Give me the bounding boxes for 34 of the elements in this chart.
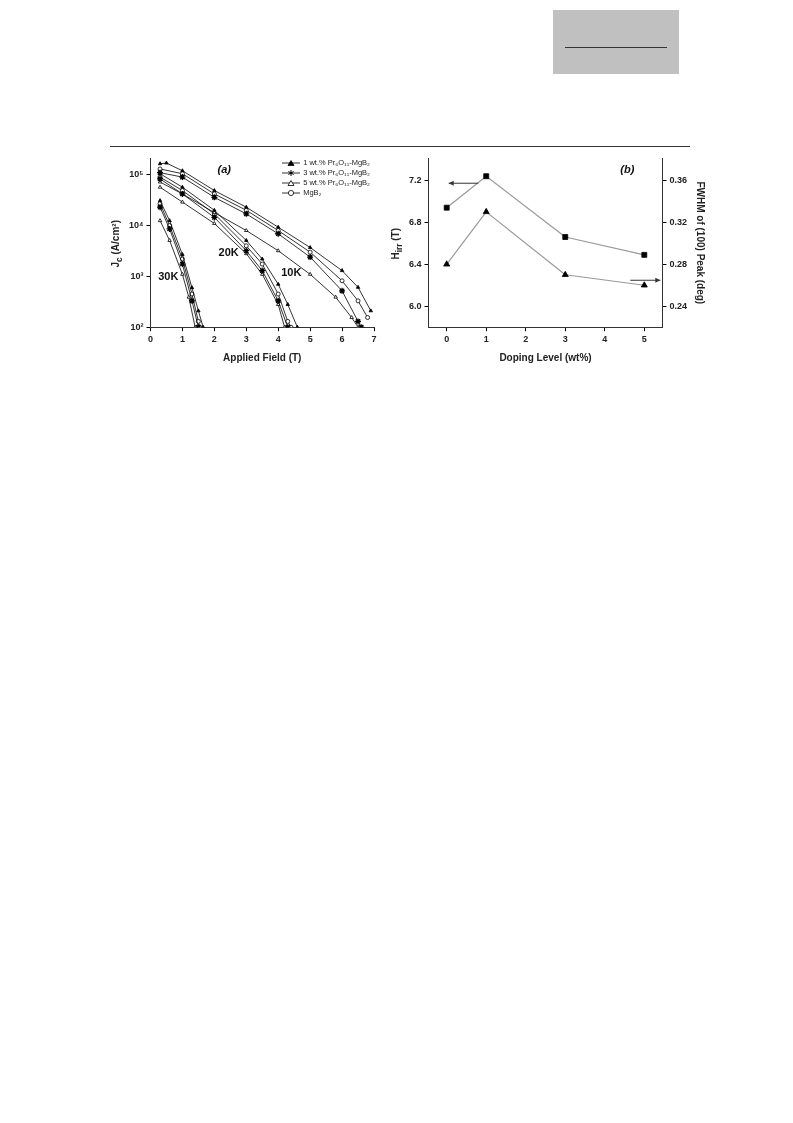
y-tick-label: 6.8 bbox=[409, 216, 422, 227]
y-tick-label: 6.4 bbox=[409, 258, 422, 269]
x-axis-title: Doping Level (wt%) bbox=[499, 351, 592, 363]
x-tick-label: 6 bbox=[339, 334, 345, 345]
annotation: (b) bbox=[620, 163, 635, 176]
x-tick-label: 5 bbox=[641, 334, 647, 345]
x-tick-label: 2 bbox=[523, 334, 529, 345]
x-tick-label: 0 bbox=[147, 334, 153, 345]
x-tick-label: 4 bbox=[275, 334, 281, 345]
y2-tick-label: 0.24 bbox=[669, 300, 688, 311]
annotation: 10K bbox=[281, 266, 302, 279]
x-tick-label: 7 bbox=[371, 334, 377, 345]
x-tick-label: 3 bbox=[243, 334, 249, 345]
y2-tick-label: 0.28 bbox=[669, 258, 688, 269]
annotation: 30K bbox=[158, 269, 179, 282]
x-tick-label: 0 bbox=[444, 334, 450, 345]
y-tick-label: 10⁵ bbox=[129, 169, 144, 180]
x-tick-label: 2 bbox=[211, 334, 217, 345]
y-tick-label: 10⁴ bbox=[128, 220, 144, 231]
y-tick-label: 10² bbox=[130, 321, 144, 332]
y-tick-label: 6.0 bbox=[409, 300, 422, 311]
x-tick-label: 1 bbox=[483, 334, 489, 345]
x-tick-label: 4 bbox=[602, 334, 608, 345]
x-axis-title: Applied Field (T) bbox=[223, 351, 302, 363]
y2-axis-title: FWHM of (100) Peak (deg) bbox=[695, 181, 707, 305]
annotation: 20K bbox=[218, 245, 239, 258]
x-tick-label: 1 bbox=[179, 334, 185, 345]
x-tick-label: 3 bbox=[562, 334, 568, 345]
y2-tick-label: 0.32 bbox=[669, 216, 688, 227]
y-tick-label: 10³ bbox=[130, 270, 144, 281]
x-tick-label: 5 bbox=[307, 334, 313, 345]
y2-tick-label: 0.36 bbox=[669, 174, 688, 185]
y-tick-label: 7.2 bbox=[409, 174, 422, 185]
annotation: (a) bbox=[217, 163, 232, 176]
